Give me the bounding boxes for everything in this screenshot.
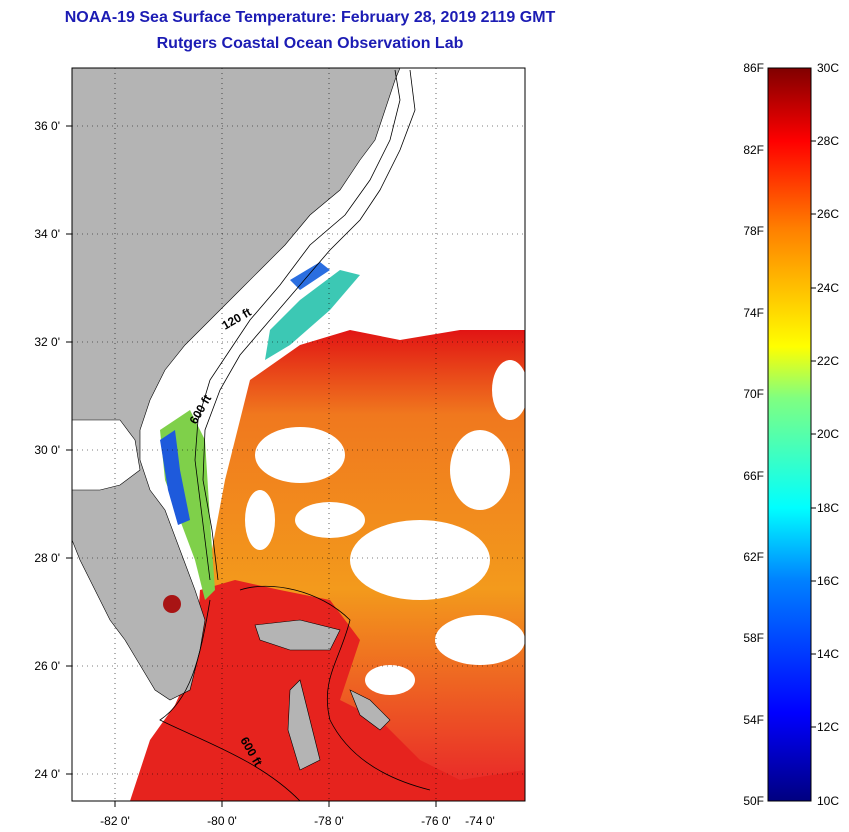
lat-label-28: 28 0'	[34, 551, 60, 565]
lat-label-24: 24 0'	[34, 767, 60, 781]
lon-label-78: -78 0'	[314, 814, 344, 828]
colorbar-c-20: 20C	[817, 427, 839, 441]
colorbar-c-22: 22C	[817, 354, 839, 368]
lat-label-26: 26 0'	[34, 659, 60, 673]
colorbar-c-10: 10C	[817, 794, 839, 808]
lon-label-82: -82 0'	[100, 814, 130, 828]
map-grid	[72, 68, 525, 801]
map-title: NOAA-19 Sea Surface Temperature: Februar…	[64, 9, 556, 26]
map-subtitle: Rutgers Coastal Ocean Observation Lab	[156, 35, 464, 52]
lat-label-30: 30 0'	[34, 443, 60, 457]
sst-shelf-blue	[290, 262, 330, 290]
lat-label-34: 34 0'	[34, 227, 60, 241]
colorbar-f-62: 62F	[743, 550, 764, 564]
colorbar-c-24: 24C	[817, 281, 839, 295]
sst-shelf-band	[265, 270, 360, 360]
colorbar-ticks	[811, 140, 816, 728]
map-frame	[71, 67, 526, 802]
colorbar-f-86: 86F	[743, 61, 764, 75]
colorbar-c-14: 14C	[817, 647, 839, 661]
sst-cold-band	[160, 430, 190, 525]
colorbar-c-30: 30C	[817, 61, 839, 75]
colorbar-scale	[767, 67, 812, 802]
colorbar-f-82: 82F	[743, 143, 764, 157]
bahamas	[254, 619, 391, 771]
colorbar-f-66: 66F	[743, 469, 764, 483]
colorbar-c-12: 12C	[817, 720, 839, 734]
land-us-southeast	[72, 68, 401, 701]
lon-label-80: -80 0'	[207, 814, 237, 828]
isobath-contours	[159, 69, 431, 801]
lat-label-36: 36 0'	[34, 119, 60, 133]
colorbar-f-70: 70F	[743, 387, 764, 401]
colorbar-f-78: 78F	[743, 224, 764, 238]
colorbar-c-16: 16C	[817, 574, 839, 588]
colorbar-f-54: 54F	[743, 713, 764, 727]
map-ticks	[66, 125, 437, 807]
lon-label-74: -74 0'	[465, 814, 495, 828]
colorbar-c-18: 18C	[817, 501, 839, 515]
colorbar-f-74: 74F	[743, 306, 764, 320]
colorbar-f-50: 50F	[743, 794, 764, 808]
cloud-patches	[245, 360, 525, 695]
lake-okeechobee	[163, 595, 181, 613]
colorbar-c-28: 28C	[817, 134, 839, 148]
lon-label-76: -76 0'	[421, 814, 451, 828]
colorbar-c-26: 26C	[817, 207, 839, 221]
colorbar-f-58: 58F	[743, 631, 764, 645]
lat-label-32: 32 0'	[34, 335, 60, 349]
